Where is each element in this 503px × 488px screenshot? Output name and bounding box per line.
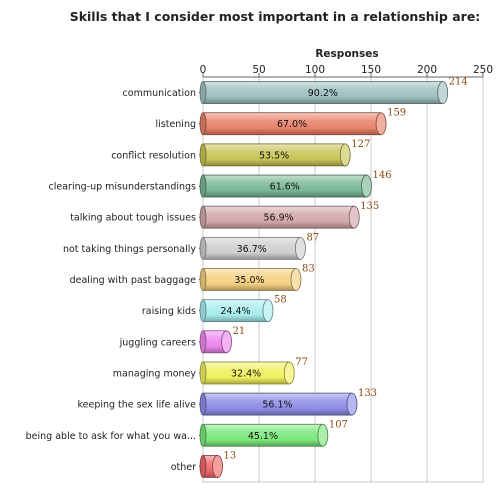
bar-start-cap — [199, 205, 207, 229]
bar: 67.0% 159 — [199, 108, 406, 136]
bars: 90.2%21467.0%15953.5%12761.6%14656.9%135… — [199, 77, 468, 478]
category-label: conflict resolution — [111, 150, 196, 161]
percent-label: 56.1% — [262, 400, 292, 411]
bar-start-cap — [199, 455, 207, 478]
value-label: 127 — [351, 139, 370, 150]
bar: 45.1% 107 — [199, 419, 348, 447]
x-tick-label: 0 — [200, 64, 207, 76]
value-label: 159 — [387, 108, 406, 119]
value-label: 107 — [329, 419, 348, 430]
bar: 13 — [199, 450, 237, 478]
bar-end-cap — [221, 330, 232, 354]
value-label: 83 — [302, 264, 315, 275]
category-label: being able to ask for what you wa... — [26, 431, 196, 442]
value-label: 58 — [274, 295, 287, 306]
value-label: 133 — [358, 388, 377, 399]
bar-end-cap — [339, 143, 351, 167]
category-label: listening — [155, 119, 196, 130]
bar-start-cap — [199, 330, 207, 354]
category-label: keeping the sex life alive — [77, 400, 196, 411]
bar-start-cap — [199, 143, 207, 167]
category-label: raising kids — [142, 306, 196, 317]
category-label: juggling careers — [119, 337, 196, 348]
bar-start-cap — [199, 361, 207, 385]
x-tick-label: 100 — [305, 64, 325, 76]
value-label: 13 — [224, 450, 237, 461]
percent-label: 56.9% — [264, 213, 294, 224]
value-label: 214 — [449, 77, 468, 88]
percent-label: 32.4% — [231, 368, 261, 379]
x-tick-label: 50 — [252, 64, 265, 76]
bar: 61.6% 146 — [199, 170, 392, 198]
percent-label: 45.1% — [248, 431, 278, 442]
category-label: other — [171, 462, 196, 473]
bar-end-cap — [212, 455, 223, 478]
bar: 53.5% 127 — [199, 139, 370, 167]
percent-label: 90.2% — [308, 88, 338, 99]
x-tick-label: 250 — [473, 64, 493, 76]
bar-end-cap — [375, 112, 387, 136]
bar-start-cap — [199, 174, 207, 198]
bar: 24.4% 58 — [199, 295, 287, 323]
category-label: communication — [123, 88, 196, 99]
bar-end-cap — [290, 268, 302, 291]
bar: 90.2% 214 — [199, 77, 468, 104]
bar-start-cap — [199, 423, 207, 447]
chart-title: Skills that I consider most important in… — [70, 9, 481, 24]
bar-end-cap — [262, 299, 274, 323]
category-label: dealing with past baggage — [70, 275, 197, 286]
bar-end-cap — [295, 236, 306, 260]
bar-end-cap — [361, 174, 372, 198]
percent-label: 53.5% — [259, 150, 289, 161]
value-label: 77 — [295, 357, 308, 368]
bar-start-cap — [199, 392, 207, 416]
bar-start-cap — [199, 299, 207, 323]
category-label: not taking things personally — [63, 244, 196, 255]
category-labels: communication listening conflict resolutio… — [26, 88, 203, 473]
bar-start-cap — [199, 268, 207, 291]
value-label: 135 — [360, 201, 379, 212]
x-tick-label: 150 — [361, 64, 381, 76]
bar: 56.9% 135 — [199, 201, 379, 229]
percent-label: 67.0% — [277, 119, 307, 130]
x-tick-label: 200 — [417, 64, 437, 76]
bar-start-cap — [199, 236, 207, 260]
bar-end-cap — [348, 205, 360, 229]
category-label: clearing-up misunderstandings — [49, 182, 197, 193]
bar-end-cap — [346, 392, 358, 416]
value-label: 21 — [233, 326, 246, 337]
bar: 56.1% 133 — [199, 388, 377, 416]
bar-end-cap — [437, 81, 449, 104]
bar: 35.0% 83 — [199, 264, 315, 291]
bar-end-cap — [317, 423, 329, 447]
percent-label: 35.0% — [234, 275, 264, 286]
x-tick-labels: 0 50 100 150 200 250 — [200, 64, 493, 76]
percent-label: 36.7% — [237, 244, 267, 255]
bar: 21 — [199, 326, 246, 354]
category-label: talking about tough issues — [70, 213, 196, 224]
percent-label: 24.4% — [220, 306, 250, 317]
bar-start-cap — [199, 112, 207, 136]
bar-start-cap — [199, 81, 207, 104]
value-label: 146 — [373, 170, 392, 181]
bar: 32.4% 77 — [199, 357, 308, 385]
x-axis-title: Responses — [315, 48, 378, 60]
percent-label: 61.6% — [270, 182, 300, 193]
bar-end-cap — [283, 361, 295, 385]
bar: 36.7% 87 — [199, 232, 319, 260]
value-label: 87 — [306, 232, 319, 243]
category-label: managing money — [113, 368, 197, 379]
